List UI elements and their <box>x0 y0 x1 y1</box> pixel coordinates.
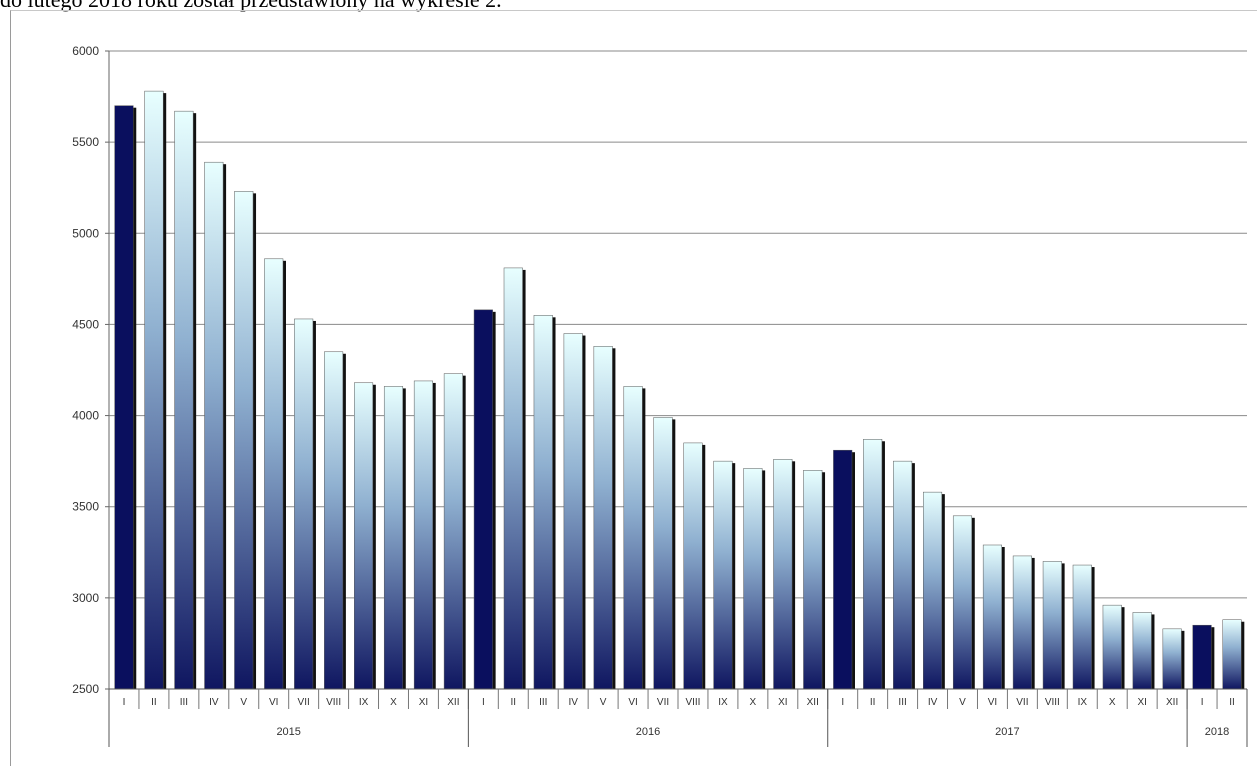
y-axis: 2500 3000 3500 4000 4500 5000 5500 6000 <box>72 44 110 696</box>
bar-2016-III <box>533 315 553 690</box>
bar-2015-XI <box>413 380 433 690</box>
x-tick-label: X <box>1109 697 1116 708</box>
bar-2016-IX <box>713 460 733 690</box>
x-tick-label: VII <box>298 697 310 708</box>
x-tick-label: II <box>151 697 157 708</box>
bar-2016-I <box>473 309 493 690</box>
y-tick-label: 6000 <box>72 44 99 58</box>
y-tick-label: 2500 <box>72 682 99 696</box>
bar-2017-XII <box>1162 628 1182 690</box>
bar-2017-VIII <box>1042 561 1062 690</box>
x-tick-label: IV <box>209 697 219 708</box>
bar-2015-VI <box>264 258 284 690</box>
bar-2015-I <box>114 105 134 690</box>
bar-2015-II <box>144 90 164 690</box>
bar-2015-V <box>234 191 254 690</box>
y-tick-label: 5000 <box>72 226 99 240</box>
bar-2017-IX <box>1072 564 1092 690</box>
bar-2016-V <box>593 346 613 690</box>
x-tick-label: X <box>750 697 757 708</box>
bar-2016-IV <box>563 333 583 690</box>
bar-2017-VI <box>982 544 1002 690</box>
intro-text: do lutego 2018 roku został przedstawiony… <box>0 0 502 13</box>
x-tick-label: III <box>539 697 547 708</box>
bar-2017-III <box>893 460 913 690</box>
chart-frame: 2500 3000 3500 4000 4500 5000 5500 6000 I II III I… <box>10 10 1257 766</box>
y-tick-label: 5500 <box>72 135 99 149</box>
bar-2017-II <box>863 439 883 690</box>
bar-2017-XI <box>1132 612 1152 690</box>
bar-2015-VII <box>294 318 314 690</box>
x-tick-label: IV <box>928 697 938 708</box>
x-tick-label: VII <box>657 697 669 708</box>
year-label-2016: 2016 <box>636 726 660 738</box>
x-tick-label: III <box>180 697 188 708</box>
x-tick-label: IX <box>718 697 728 708</box>
x-tick-label: II <box>511 697 517 708</box>
x-tick-label: VI <box>269 697 278 708</box>
bar-2016-II <box>503 267 523 690</box>
bar-2018-I <box>1192 624 1212 690</box>
x-tick-label: IX <box>359 697 369 708</box>
x-tick-label: VII <box>1016 697 1028 708</box>
x-tick-label: I <box>841 697 844 708</box>
x-tick-label: IV <box>568 697 578 708</box>
bar-2016-VI <box>623 386 643 690</box>
bar-2016-X <box>743 468 763 690</box>
bar-2015-IX <box>354 382 374 690</box>
x-tick-label: VI <box>988 697 997 708</box>
year-label-2017: 2017 <box>995 726 1019 738</box>
x-tick-label: VIII <box>1045 697 1060 708</box>
x-tick-label: XII <box>807 697 819 708</box>
x-tick-label: V <box>959 697 966 708</box>
y-tick-label: 4000 <box>72 409 99 423</box>
bar-2017-V <box>952 515 973 690</box>
x-tick-label: V <box>240 697 247 708</box>
bar-2017-X <box>1102 604 1122 690</box>
x-tick-label: I <box>482 697 485 708</box>
x-tick-label: XI <box>778 697 787 708</box>
year-label-2015: 2015 <box>276 726 300 738</box>
bar-2017-I <box>833 449 853 690</box>
x-tick-label: III <box>898 697 906 708</box>
bar-2015-VIII <box>324 351 344 690</box>
x-tick-label: XI <box>419 697 428 708</box>
bar-2015-X <box>383 386 404 690</box>
x-tick-label: VIII <box>685 697 700 708</box>
y-tick-label: 4500 <box>72 317 99 331</box>
x-tick-label: XII <box>1166 697 1178 708</box>
x-tick-label: II <box>870 697 876 708</box>
bar-2018-II <box>1222 619 1242 690</box>
x-tick-label: XI <box>1137 697 1146 708</box>
bar-2015-IV <box>204 161 224 690</box>
bar-2017-IV <box>923 491 943 690</box>
x-tick-label: X <box>390 697 397 708</box>
bar-2016-XII <box>803 470 823 690</box>
x-tick-label: IX <box>1078 697 1088 708</box>
bar-2016-VIII <box>683 442 703 690</box>
bar-2015-XII <box>443 373 463 690</box>
x-tick-label: I <box>123 697 126 708</box>
x-axis: I II III IV V VI VII VIII IX X XI XII I II III IV V VI VII… <box>108 688 1248 747</box>
bars <box>114 90 1245 690</box>
x-tick-label: XII <box>447 697 459 708</box>
x-tick-label: VIII <box>326 697 341 708</box>
x-tick-label: II <box>1229 697 1235 708</box>
x-tick-label: VI <box>628 697 637 708</box>
bar-2016-XI <box>773 459 793 690</box>
x-tick-label: V <box>600 697 607 708</box>
x-tick-label: I <box>1201 697 1204 708</box>
y-tick-label: 3500 <box>72 500 99 514</box>
y-tick-label: 3000 <box>72 591 99 605</box>
bar-2015-III <box>174 110 194 690</box>
bar-2016-VII <box>653 417 673 690</box>
year-label-2018: 2018 <box>1205 726 1229 738</box>
bar-2017-VII <box>1012 555 1032 690</box>
